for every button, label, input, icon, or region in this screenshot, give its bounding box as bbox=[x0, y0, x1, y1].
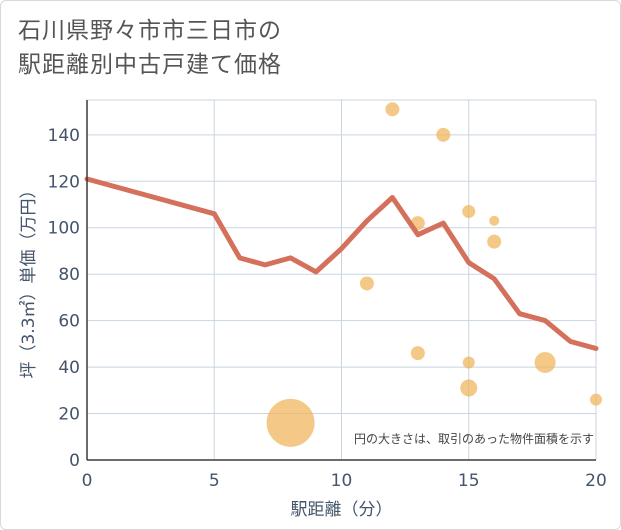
x-axis-label: 駅距離（分） bbox=[291, 500, 393, 520]
bubble-point-6 bbox=[462, 204, 476, 218]
bubble-point-1 bbox=[359, 276, 374, 291]
y-tick-labels: 0 20 40 60 80 100 120 140 bbox=[48, 126, 80, 471]
x-tick-label-15: 15 bbox=[458, 471, 480, 491]
y-tick-label-40: 40 bbox=[58, 358, 80, 378]
bubble-point-2 bbox=[385, 102, 400, 117]
bubble-size-note: 円の大きさは、取引のあった物件面積を示す bbox=[354, 431, 594, 446]
bubble-point-4 bbox=[410, 346, 425, 361]
average-price-line bbox=[84, 176, 599, 351]
x-tick-label-20: 20 bbox=[585, 471, 607, 491]
y-tick-label-100: 100 bbox=[48, 219, 80, 239]
y-tick-label-60: 60 bbox=[58, 312, 80, 332]
bubble-series bbox=[266, 102, 602, 447]
chart-title-line-1: 石川県野々市市三日市の bbox=[18, 18, 282, 44]
y-tick-label-80: 80 bbox=[58, 265, 80, 285]
chart-title-line-2: 駅距離別中古戸建て価格 bbox=[18, 52, 282, 78]
x-tick-label-0: 0 bbox=[82, 471, 93, 491]
y-tick-label-0: 0 bbox=[69, 451, 80, 471]
y-tick-label-140: 140 bbox=[48, 126, 80, 146]
x-tick-label-5: 5 bbox=[209, 471, 220, 491]
bubble-point-10 bbox=[487, 234, 502, 249]
bubble-point-7 bbox=[462, 356, 475, 369]
y-tick-label-120: 120 bbox=[48, 172, 80, 192]
grid-lines bbox=[86, 99, 597, 461]
bubble-point-12 bbox=[590, 393, 602, 406]
y-axis-label: 坪（3.3㎡）単価（万円） bbox=[19, 181, 39, 378]
bubble-point-5 bbox=[436, 127, 451, 142]
x-tick-labels: 0 5 10 15 20 bbox=[82, 471, 607, 491]
chart-title: 石川県野々市市三日市の 駅距離別中古戸建て価格 bbox=[18, 14, 282, 82]
x-tick-label-10: 10 bbox=[331, 471, 353, 491]
y-tick-label-20: 20 bbox=[58, 405, 80, 425]
axes bbox=[86, 100, 596, 461]
bubble-point-11 bbox=[534, 351, 556, 373]
bubble-point-9 bbox=[489, 215, 500, 226]
bubble-point-0 bbox=[266, 398, 315, 447]
bubble-point-8 bbox=[460, 379, 478, 397]
